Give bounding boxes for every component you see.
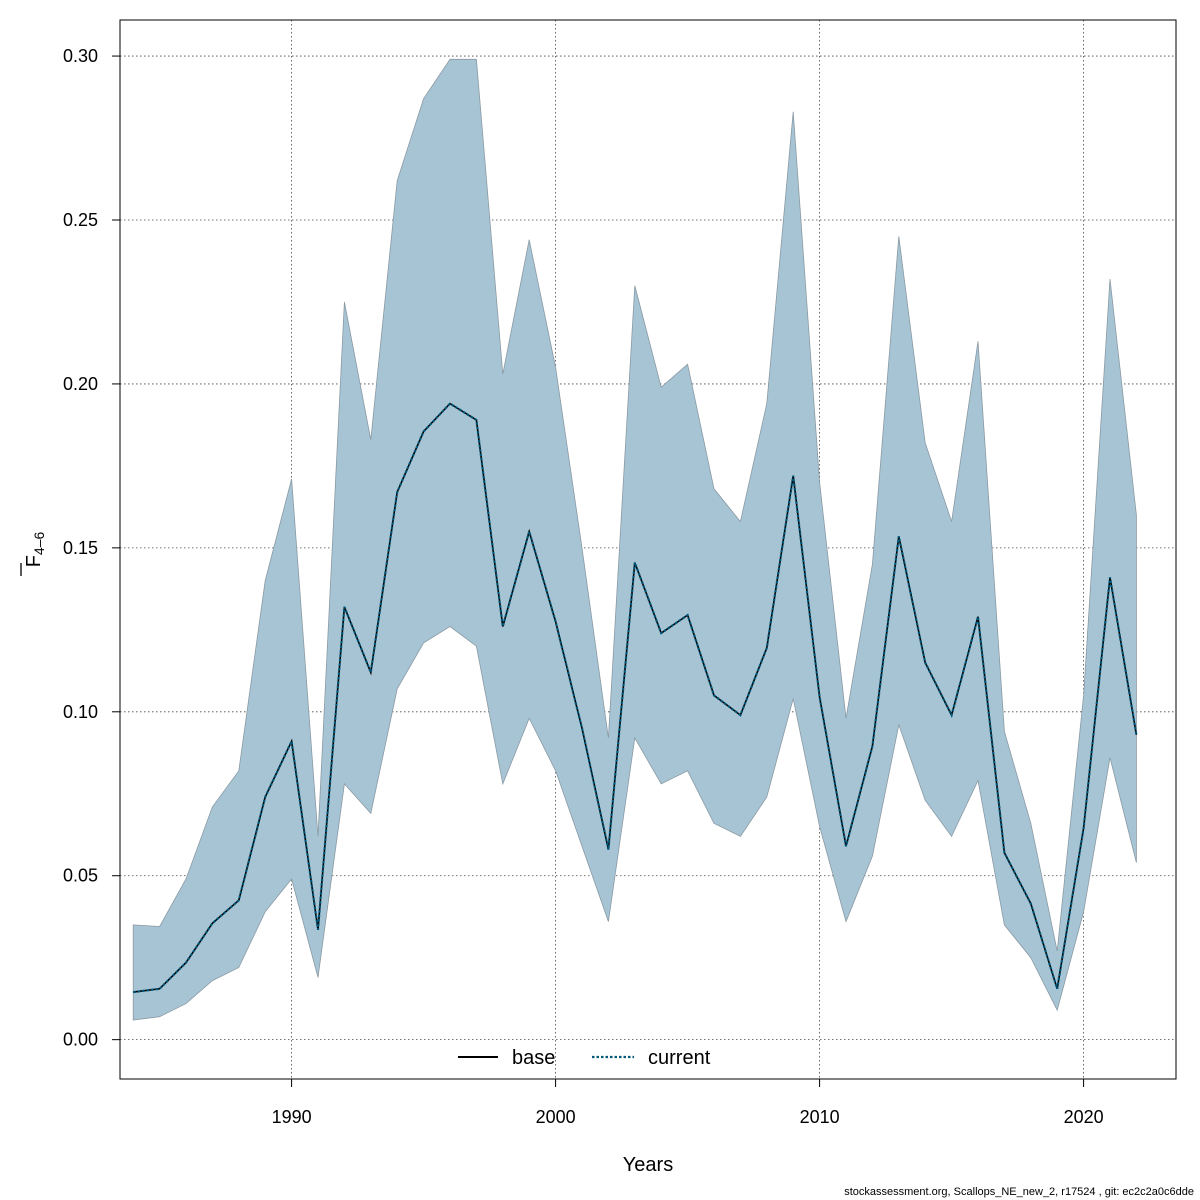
series-line-current [133,402,1138,994]
y-tick-label: 0.05 [63,866,98,886]
y-axis-title-base: F [23,555,45,567]
x-tick-label: 1990 [272,1107,312,1127]
y-tick-label: 0.15 [63,538,98,558]
legend: base current [458,1047,711,1069]
legend-label-base: base [512,1047,555,1069]
x-tick-label: 2010 [800,1107,840,1127]
y-tick-label: 0.30 [63,46,98,66]
y-tick-label: 0.00 [63,1030,98,1050]
x-tick-label: 2020 [1064,1107,1104,1127]
y-tick-label: 0.10 [63,702,98,722]
x-axis: 1990 2000 2010 2020 [272,1079,1104,1127]
x-axis-title: Years [623,1154,673,1176]
confidence-band [132,58,1137,1021]
svg-text:F4–6: F4–6 [23,531,47,567]
y-tick-label: 0.25 [63,210,98,230]
footer-credit: stockassessment.org, Scallops_NE_new_2, … [844,1186,1194,1198]
y-axis-title: F4–6 [20,531,47,576]
y-axis-title-subscript: 4–6 [31,531,47,555]
x-tick-label: 2000 [536,1107,576,1127]
y-axis: 0.00 0.05 0.10 0.15 0.20 0.25 0.30 [63,46,120,1050]
y-tick-label: 0.20 [63,374,98,394]
legend-label-current: current [648,1047,711,1069]
plot-frame [119,19,1177,1080]
